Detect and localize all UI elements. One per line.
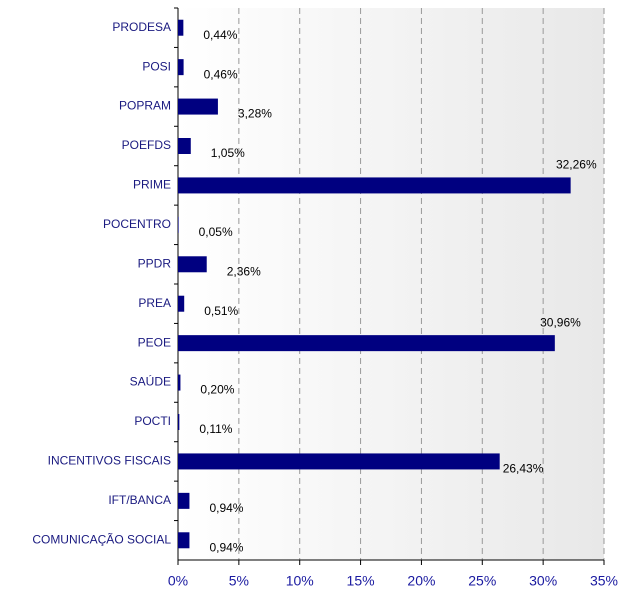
x-tick-label: 10%: [286, 573, 314, 589]
y-tick-label: POPRAM: [119, 99, 171, 113]
bar: [178, 414, 180, 430]
bar: [178, 19, 184, 36]
value-label: 2,36%: [227, 264, 261, 278]
y-tick-label: PEOE: [138, 335, 171, 349]
bar: [178, 216, 179, 233]
value-label: 32,26%: [556, 158, 597, 172]
y-tick-label: POSI: [142, 59, 171, 73]
bar: [178, 492, 190, 509]
bar: [178, 138, 191, 154]
y-tick-label: INCENTIVOS FISCAIS: [48, 454, 171, 468]
bar: [178, 532, 190, 549]
value-label: 3,28%: [238, 107, 272, 121]
value-label: 0,05%: [199, 225, 233, 239]
y-tick-label: PRIME: [133, 178, 171, 192]
value-label: 0,94%: [209, 540, 243, 554]
x-tick-label: 0%: [168, 573, 188, 589]
x-tick-label: 30%: [529, 573, 557, 589]
y-tick-label: POCTI: [134, 414, 171, 428]
value-label: 0,20%: [200, 383, 234, 397]
y-tick-label: IFT/BANCA: [108, 493, 171, 507]
x-tick-label: 15%: [347, 573, 375, 589]
y-tick-label: SAÚDE: [130, 374, 171, 389]
y-tick-label: POCENTRO: [103, 217, 171, 231]
value-label: 0,94%: [209, 501, 243, 515]
value-label: 1,05%: [211, 146, 245, 160]
x-tick-label: 5%: [229, 573, 249, 589]
bar: [178, 295, 185, 312]
value-label: 0,11%: [199, 422, 232, 436]
value-label: 26,43%: [503, 462, 544, 476]
bar: [178, 177, 571, 194]
bar: [178, 453, 500, 470]
x-tick-label: 25%: [468, 573, 496, 589]
plot-area: [178, 8, 604, 560]
value-label: 30,96%: [540, 315, 581, 329]
y-tick-label: POEFDS: [122, 138, 171, 152]
y-tick-label: PPDR: [138, 256, 172, 270]
value-label: 0,44%: [203, 28, 237, 42]
bar: [178, 59, 184, 76]
value-label: 0,46%: [204, 67, 238, 81]
y-tick-label: PRODESA: [112, 20, 171, 34]
bar: [178, 98, 218, 115]
bar: [178, 335, 555, 352]
y-tick-label: COMUNICAÇÃO SOCIAL: [32, 532, 171, 546]
value-label: 0,51%: [204, 304, 238, 318]
x-tick-label: 35%: [590, 573, 618, 589]
x-tick-label: 20%: [407, 573, 435, 589]
bar: [178, 256, 207, 273]
y-tick-label: PREA: [138, 296, 171, 310]
bar: [178, 374, 181, 391]
